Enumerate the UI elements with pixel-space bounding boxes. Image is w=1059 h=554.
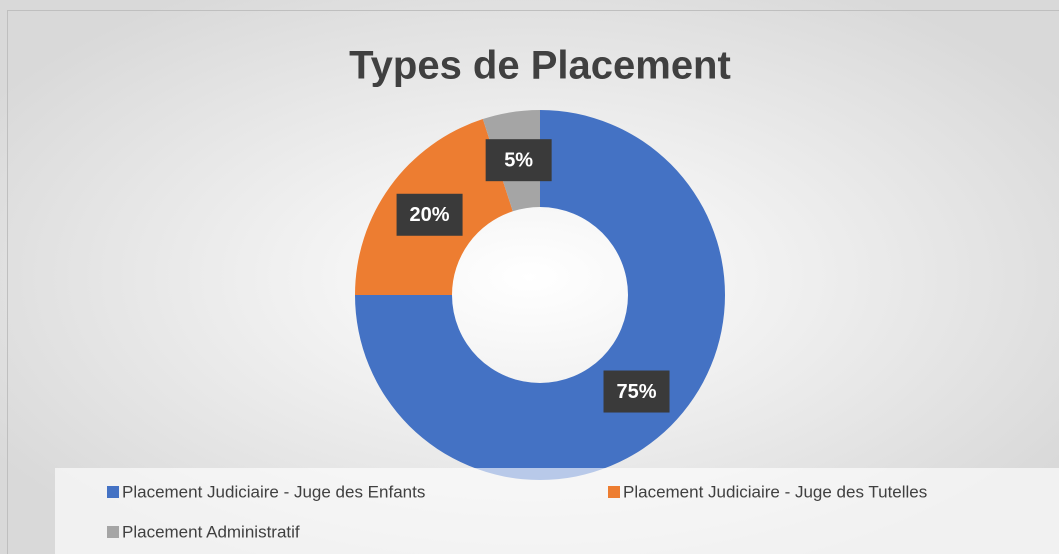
data-label-box bbox=[396, 193, 463, 236]
data-label: 5% bbox=[504, 149, 533, 171]
legend-swatch bbox=[608, 486, 620, 498]
legend-background bbox=[55, 468, 1059, 554]
legend-label: Placement Administratif bbox=[122, 522, 300, 541]
legend-swatch bbox=[107, 526, 119, 538]
legend-swatch bbox=[107, 486, 119, 498]
chart-border bbox=[7, 10, 1059, 554]
legend-label: Placement Judiciaire - Juge des Tutelles bbox=[623, 482, 927, 501]
data-label: 75% bbox=[617, 381, 657, 403]
data-label: 20% bbox=[410, 204, 450, 226]
data-label-box bbox=[603, 370, 670, 413]
legend: Placement Judiciaire - Juge des Enfants P… bbox=[107, 482, 927, 541]
legend-label: Placement Judiciaire - Juge des Enfants bbox=[122, 482, 425, 501]
data-label-box bbox=[485, 139, 552, 182]
chart-title: Types de Placement bbox=[349, 44, 731, 88]
data-labels: 75% 20% 5% bbox=[396, 139, 670, 413]
